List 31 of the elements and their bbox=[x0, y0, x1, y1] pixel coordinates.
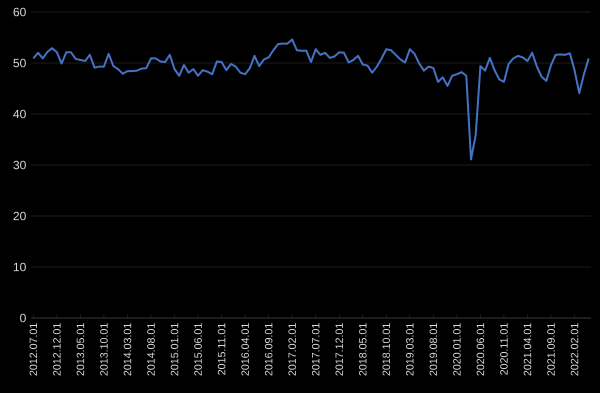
x-tick-label: 2017.02.01 bbox=[288, 323, 296, 376]
x-tick-label: 2020.11.01 bbox=[500, 323, 508, 375]
x-tick-label: 2016.04.01 bbox=[241, 323, 249, 376]
x-tick-label: 2018.05.01 bbox=[358, 323, 367, 376]
x-tick-label: 2014.08.01 bbox=[147, 323, 155, 376]
x-tick-label: 2019.03.01 bbox=[406, 323, 414, 376]
x-tick-label: 2022.02.01 bbox=[570, 323, 578, 376]
x-tick-label: 2013.10.01 bbox=[100, 323, 108, 376]
x-tick-label: 2016.09.01 bbox=[264, 323, 272, 376]
x-tick-label: 2015.06.01 bbox=[194, 323, 202, 376]
x-tick-label: 2020.01.01 bbox=[453, 323, 461, 376]
x-tick-label: 2018.10.01 bbox=[382, 323, 390, 376]
x-tick-label: 2017.07.01 bbox=[312, 323, 320, 376]
y-tick-label: 60 bbox=[14, 8, 26, 16]
y-tick-label: 0 bbox=[20, 314, 26, 322]
x-tick-label: 2021.09.01 bbox=[547, 323, 555, 376]
x-tick-label: 2019.08.01 bbox=[430, 323, 438, 376]
y-tick-label: 30 bbox=[13, 160, 26, 170]
x-tick-label: 2014.03.01 bbox=[124, 323, 132, 376]
x-tick-label: 2012.07.01 bbox=[30, 323, 38, 376]
y-tick-label: 20 bbox=[14, 212, 26, 220]
x-tick-label: 2017.12.01 bbox=[335, 323, 344, 376]
x-tick-label: 2015.01.01 bbox=[170, 323, 178, 376]
y-tick-label: 50 bbox=[13, 58, 26, 68]
x-tick-label: 2013.05.01 bbox=[76, 323, 84, 376]
y-tick-label: 10 bbox=[14, 262, 26, 272]
x-tick-label: 2020.06.01 bbox=[476, 323, 484, 376]
x-tick-label: 2021.04.01 bbox=[524, 323, 532, 376]
x-tick-label: 2012.12.01 bbox=[53, 323, 61, 376]
x-tick-label: 2015.11.01 bbox=[218, 323, 226, 375]
y-tick-label: 40 bbox=[13, 110, 26, 118]
